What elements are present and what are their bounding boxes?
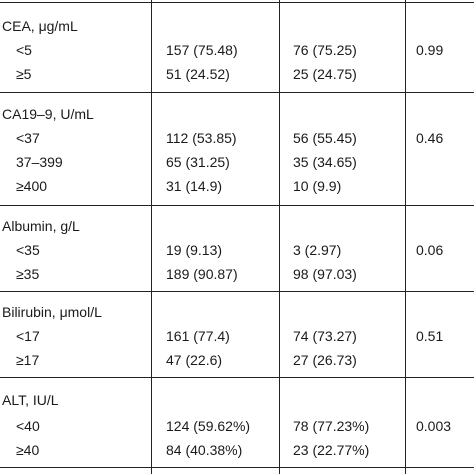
p-value: 0.003	[416, 418, 452, 434]
column-divider	[279, 0, 280, 474]
cell-value: 157 (75.48)	[166, 42, 238, 58]
cell-value: 74 (73.27)	[293, 328, 357, 344]
cell-value: 56 (55.45)	[293, 130, 357, 146]
cell-value: 161 (77.4)	[166, 328, 230, 344]
row-label: <5	[16, 42, 32, 58]
row-label: ≥400	[16, 178, 48, 194]
row-label: ≥35	[16, 266, 40, 282]
cell-value: 19 (9.13)	[166, 242, 223, 258]
cell-value: 98 (97.03)	[293, 266, 357, 282]
row-label: <37	[16, 130, 40, 146]
row-label: <35	[16, 242, 40, 258]
cell-value: 23 (22.77%)	[293, 442, 370, 458]
cell-value: 47 (22.6)	[166, 352, 223, 368]
cell-value: 3 (2.97)	[293, 242, 342, 258]
section-title: CEA, μg/mL	[2, 18, 78, 34]
row-divider	[0, 291, 474, 292]
cell-value: 27 (26.73)	[293, 352, 357, 368]
row-label: ≥40	[16, 442, 40, 458]
row-divider	[0, 2, 474, 3]
p-value: 0.99	[416, 42, 444, 58]
p-value: 0.46	[416, 130, 444, 146]
row-label: 37–399	[16, 154, 63, 170]
row-label: <17	[16, 328, 40, 344]
section-title: CA19–9, U/mL	[2, 106, 94, 122]
cell-value: 10 (9.9)	[293, 178, 342, 194]
column-divider	[151, 0, 152, 474]
cell-value: 78 (77.23%)	[293, 418, 370, 434]
column-divider	[405, 0, 406, 474]
cell-value: 51 (24.52)	[166, 66, 230, 82]
cell-value: 76 (75.25)	[293, 42, 357, 58]
p-value: 0.06	[416, 242, 444, 258]
section-title: ALT, IU/L	[2, 392, 59, 408]
section-title: Bilirubin, μmol/L	[2, 304, 102, 320]
p-value: 0.51	[416, 328, 444, 344]
cell-value: 189 (90.87)	[166, 266, 238, 282]
cell-value: 35 (34.65)	[293, 154, 357, 170]
row-label: <40	[16, 418, 40, 434]
cell-value: 84 (40.38%)	[166, 442, 243, 458]
cell-value: 112 (53.85)	[166, 130, 237, 146]
cell-value: 65 (31.25)	[166, 154, 230, 170]
row-label: ≥5	[16, 66, 32, 82]
cell-value: 124 (59.62%)	[166, 418, 251, 434]
row-divider	[0, 205, 474, 206]
cell-value: 25 (24.75)	[293, 66, 357, 82]
section-title: Albumin, g/L	[2, 218, 80, 234]
row-label: ≥17	[16, 352, 40, 368]
row-divider	[0, 467, 474, 468]
row-divider	[0, 92, 474, 93]
row-divider	[0, 377, 474, 378]
cell-value: 31 (14.9)	[166, 178, 223, 194]
